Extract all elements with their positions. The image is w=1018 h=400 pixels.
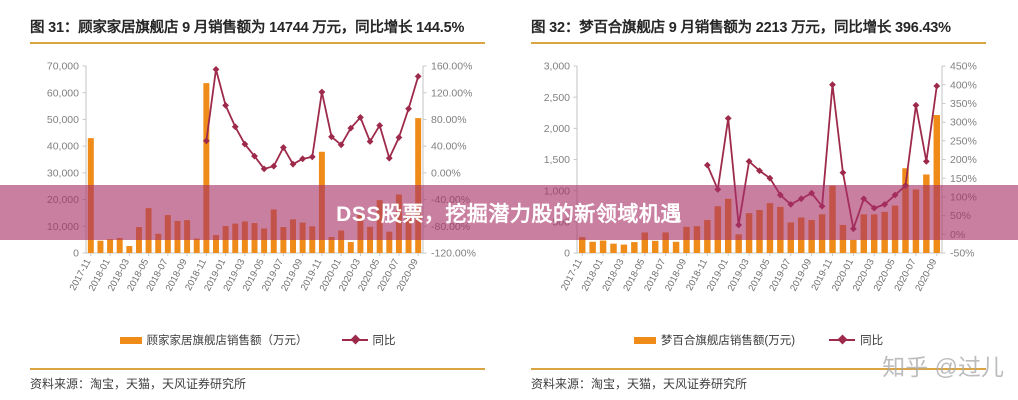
figure-31-plot: 010,00020,00030,00040,00050,00060,00070,…	[30, 60, 485, 305]
overlay-banner-text: DSS股票，挖掘潜力股的新领域机遇	[336, 202, 682, 226]
figure-32-title: 图 32：梦百合旗舰店 9 月销售额为 2213 万元，同比增长 396.43%	[531, 20, 951, 36]
svg-text:80.00%: 80.00%	[431, 114, 467, 126]
svg-text:40,000: 40,000	[47, 141, 79, 153]
figure-32-source-rule	[531, 368, 986, 370]
svg-text:0: 0	[564, 248, 570, 260]
legend-item-line: 同比	[341, 332, 396, 348]
legend-bar-label: 顾家家居旗舰店销售额（万元）	[146, 335, 308, 347]
figure-32-plot: 05001,0001,5002,0002,5003,000-50%0%50%10…	[531, 60, 986, 305]
svg-text:0: 0	[73, 248, 79, 260]
svg-text:400%: 400%	[950, 79, 977, 91]
figure-32-legend: 梦百合旗舰店销售额(万元) 同比	[531, 332, 986, 348]
svg-text:1,500: 1,500	[544, 154, 570, 166]
legend-bar-swatch-icon	[633, 336, 656, 344]
figure-31-title: 图 31：顾家家居旗舰店 9 月销售额为 14744 万元，同比增长 144.5…	[30, 20, 465, 36]
svg-text:2,500: 2,500	[544, 92, 570, 104]
legend-item-line: 同比	[829, 332, 883, 348]
figure-31-svg: 010,00020,00030,00040,00050,00060,00070,…	[47, 61, 476, 294]
svg-text:70,000: 70,000	[47, 61, 79, 73]
legend-bar-label: 梦百合旗舰店销售额(万元)	[660, 335, 796, 347]
svg-text:50,000: 50,000	[47, 114, 79, 126]
svg-text:450%: 450%	[950, 61, 977, 73]
figure-31-source: 资料来源：淘宝，天猫，天风证券研究所	[30, 377, 247, 391]
legend-line-swatch-icon	[829, 336, 856, 344]
svg-text:-50%: -50%	[950, 248, 975, 260]
svg-text:2,000: 2,000	[544, 123, 570, 135]
svg-text:-120.00%: -120.00%	[431, 248, 476, 260]
svg-text:300%: 300%	[950, 117, 977, 129]
figure-31-title-rule	[30, 42, 485, 44]
legend-line-label: 同比	[860, 335, 884, 347]
watermark: 知乎 @过儿	[882, 354, 1004, 380]
figure-32-source: 资料来源：淘宝，天猫，天风证券研究所	[531, 377, 748, 391]
svg-text:150%: 150%	[950, 173, 977, 185]
svg-text:60,000: 60,000	[47, 87, 79, 99]
legend-item-bar: 梦百合旗舰店销售额(万元)	[633, 332, 796, 348]
legend-item-bar: 顾家家居旗舰店销售额（万元）	[119, 332, 308, 348]
svg-text:350%: 350%	[950, 98, 977, 110]
svg-text:200%: 200%	[950, 154, 977, 166]
svg-text:3,000: 3,000	[544, 61, 570, 73]
svg-text:0.00%: 0.00%	[431, 167, 461, 179]
svg-text:40.00%: 40.00%	[431, 141, 467, 153]
legend-bar-swatch-icon	[119, 336, 142, 344]
svg-text:160.00%: 160.00%	[431, 61, 472, 73]
svg-text:30,000: 30,000	[47, 167, 79, 179]
figure-31-source-rule	[30, 368, 485, 370]
figure-31-legend: 顾家家居旗舰店销售额（万元） 同比	[30, 332, 485, 348]
figure-32-title-rule	[531, 42, 986, 44]
svg-text:250%: 250%	[950, 135, 977, 147]
figure-32-svg: 05001,0001,5002,0002,5003,000-50%0%50%10…	[544, 61, 977, 294]
legend-line-swatch-icon	[341, 336, 368, 344]
svg-text:120.00%: 120.00%	[431, 87, 472, 99]
legend-line-label: 同比	[372, 335, 396, 347]
overlay-banner-band	[0, 185, 1018, 240]
